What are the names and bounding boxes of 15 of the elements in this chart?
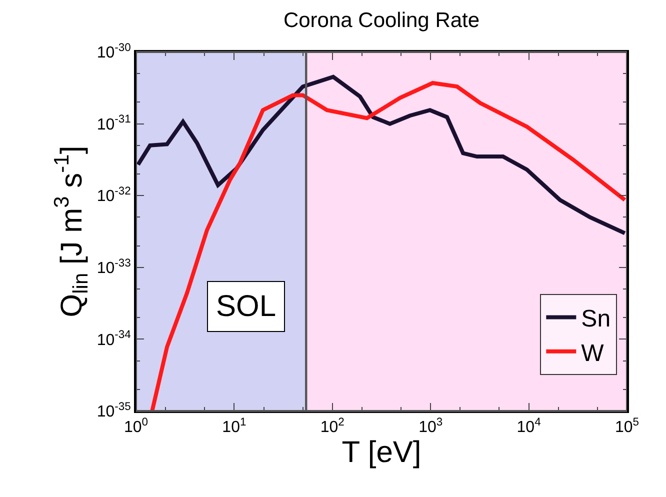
y-tick-label: 10$^{-30}$ [96, 42, 131, 62]
legend-label: Sn [581, 306, 611, 333]
legend-label: W [581, 340, 604, 367]
y-tick-label: 10$^{-34}$ [96, 329, 131, 349]
x-tick-label: 10$^{5}$ [614, 416, 640, 436]
x-tick-label: 10$^{1}$ [222, 416, 246, 436]
y-tick-label: 10$^{-32}$ [96, 185, 131, 206]
x-tick-label: 10$^{2}$ [320, 416, 344, 436]
band-label: SOL [216, 290, 276, 323]
x-tick-label: 10$^{3}$ [418, 416, 443, 436]
y-tick-label: 10$^{-31}$ [96, 114, 131, 134]
x-axis-title: T [eV] [342, 436, 422, 470]
y-tick-label: 10$^{-33}$ [96, 257, 131, 277]
chart-title: Corona Cooling Rate [283, 9, 480, 32]
x-tick-label: 10$^{4}$ [516, 416, 541, 436]
